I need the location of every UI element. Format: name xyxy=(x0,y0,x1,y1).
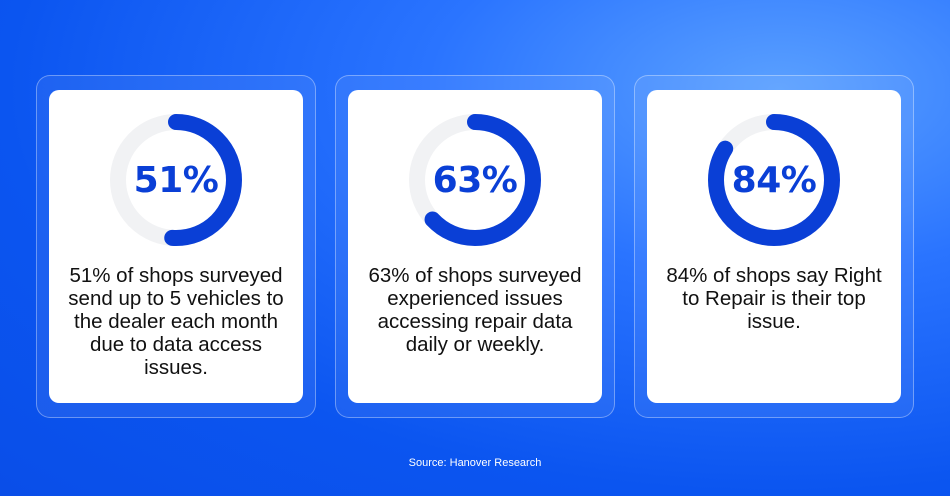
percentage-label: 84% xyxy=(731,159,817,201)
donut-chart-2 xyxy=(409,114,541,246)
stat-caption: 84% of shops say Right to Repair is thei… xyxy=(666,264,882,333)
stat-panel-2: 63% 63% of shops surveyed experienced is… xyxy=(335,75,615,418)
percentage-label: 51% xyxy=(133,159,219,201)
stat-caption: 63% of shops surveyed experienced issues… xyxy=(368,264,582,356)
stat-card-1: 51% 51% of shops surveyed send up to 5 v… xyxy=(49,90,303,403)
source-note: Source: Hanover Research xyxy=(408,457,542,469)
donut-value-arc xyxy=(708,114,840,246)
stat-panel-1: 51% 51% of shops surveyed send up to 5 v… xyxy=(36,75,316,418)
stat-caption: 51% of shops surveyed send up to 5 vehic… xyxy=(68,264,284,379)
donut-chart-1 xyxy=(110,114,242,246)
stat-card-3: 84% 84% of shops say Right to Repair is … xyxy=(647,90,901,403)
donut-value-arc xyxy=(409,114,541,246)
donut-chart-3 xyxy=(708,114,840,246)
stat-card-2: 63% 63% of shops surveyed experienced is… xyxy=(348,90,602,403)
stat-panel-3: 84% 84% of shops say Right to Repair is … xyxy=(634,75,914,418)
percentage-label: 63% xyxy=(432,159,518,201)
donut-value-arc xyxy=(110,114,242,246)
